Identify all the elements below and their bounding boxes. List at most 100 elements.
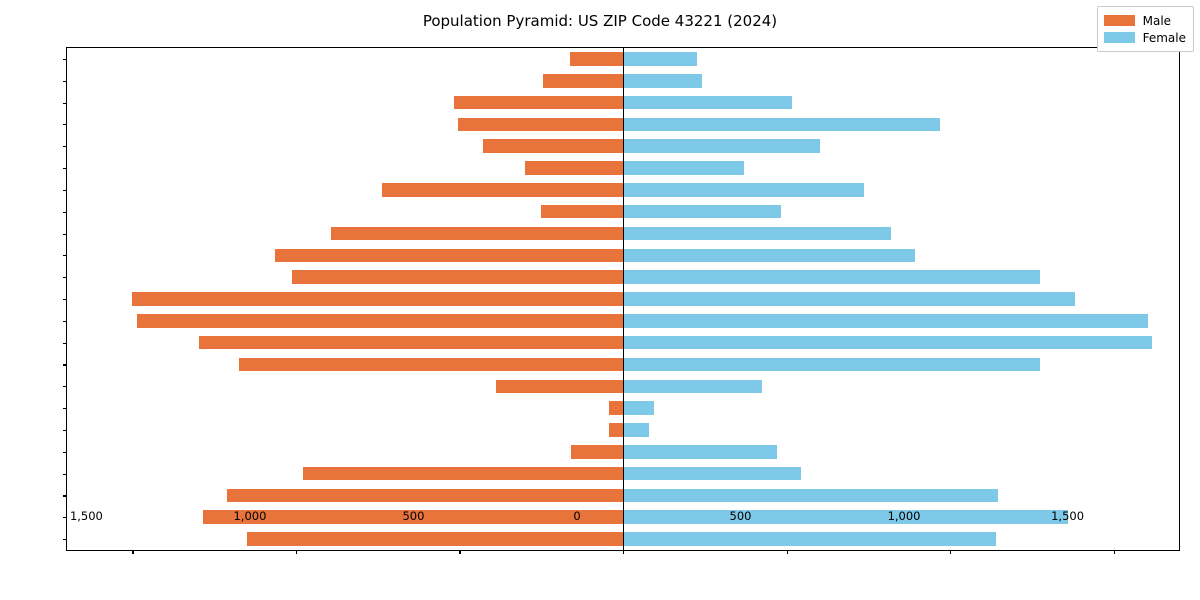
bar-row: [67, 488, 1179, 503]
bar-row: [67, 204, 1179, 219]
legend-item-male[interactable]: Male: [1103, 12, 1186, 29]
bar-row: [67, 95, 1179, 110]
bar-male-65-66: [524, 161, 623, 175]
bar-female-20: [623, 423, 650, 437]
bar-male-21: [608, 401, 623, 415]
bar-female-30-34: [623, 335, 1152, 350]
bar-male-30-34: [199, 335, 623, 350]
y-tick-mark: [63, 189, 67, 191]
bar-row: [67, 270, 1179, 284]
bar-row: [67, 445, 1179, 459]
bar-male-5-9: [203, 510, 623, 525]
y-tick-mark: [63, 255, 67, 257]
bar-female-15-17: [623, 466, 802, 481]
x-tick-label: 1,500: [69, 509, 103, 523]
bar-female-45-49: [623, 270, 1040, 284]
chart-legend: Male Female: [1096, 6, 1194, 52]
x-tick-mark: [459, 550, 461, 554]
bar-male-75-79: [453, 95, 623, 110]
y-tick-mark: [63, 58, 67, 60]
x-tick-mark: [295, 550, 298, 554]
y-tick-mark: [63, 517, 67, 519]
bar-female-21: [623, 401, 655, 415]
bar-row: [67, 117, 1179, 132]
bar-female-60-61: [623, 204, 782, 219]
bar-male-50-54: [275, 248, 623, 263]
bar-male-25-29: [239, 357, 623, 372]
y-tick-mark: [63, 539, 67, 541]
y-tick-mark: [63, 102, 67, 104]
y-tick-mark: [63, 386, 67, 388]
bar-row: [67, 52, 1179, 66]
bar-row: [67, 292, 1179, 306]
x-tick-label: 1,000: [887, 509, 921, 523]
bar-female-62-64: [623, 183, 865, 197]
bar-female-25-29: [623, 357, 1040, 372]
x-tick-label: 500: [402, 509, 425, 523]
y-tick-mark: [63, 233, 67, 235]
bar-male-under-5: [247, 532, 623, 546]
y-tick-mark: [63, 451, 67, 453]
bar-female-40-44: [623, 292, 1075, 306]
bar-male-45-49: [292, 270, 623, 284]
chart-title: Population Pyramid: US ZIP Code 43221 (2…: [422, 12, 778, 30]
bar-female-80-84: [623, 73, 703, 88]
legend-swatch-male: [1103, 15, 1135, 26]
bar-row: [67, 379, 1179, 394]
y-tick-mark: [63, 342, 67, 344]
bar-male-60-61: [540, 204, 623, 219]
y-tick-mark: [63, 364, 67, 366]
bar-female-70-74: [623, 117, 940, 132]
bar-male-18-19: [570, 445, 623, 459]
bar-row: [67, 139, 1179, 153]
bar-male-40-44: [132, 292, 623, 306]
bar-female-35-39: [623, 314, 1148, 328]
bar-male-15-17: [303, 466, 623, 481]
x-tick-mark: [623, 550, 625, 554]
y-tick-mark: [63, 473, 67, 475]
x-tick-mark: [950, 550, 952, 554]
bar-female-75-79: [623, 95, 793, 110]
bar-male-80-84: [542, 73, 623, 88]
bar-male-35-39: [136, 314, 623, 328]
legend-swatch-female: [1103, 32, 1135, 43]
y-tick-mark: [63, 429, 67, 432]
bar-male-22-24: [495, 379, 623, 394]
bar-row: [67, 510, 1179, 525]
y-tick-mark: [63, 146, 67, 148]
y-tick-mark: [63, 408, 67, 410]
bar-female-10-14: [623, 488, 998, 503]
bar-male-20: [608, 423, 623, 437]
x-tick-label: 500: [729, 509, 752, 523]
plot-area: [63, 47, 1180, 554]
bar-male-85+: [570, 52, 623, 66]
bar-row: [67, 226, 1179, 241]
bar-row: [67, 248, 1179, 263]
bar-row: [67, 183, 1179, 197]
bar-row: [67, 73, 1179, 88]
zero-axis-line: [623, 48, 625, 550]
y-tick-mark: [63, 320, 67, 322]
y-tick-mark: [63, 80, 67, 82]
x-tick-mark: [1113, 550, 1115, 554]
bar-row: [67, 401, 1179, 415]
bar-row: [67, 314, 1179, 328]
x-tick-label: 0: [573, 509, 581, 523]
bar-female-50-54: [623, 248, 916, 263]
x-tick-label: 1,000: [233, 509, 267, 523]
x-tick-mark: [786, 550, 788, 554]
y-tick-mark: [63, 168, 67, 170]
y-tick-mark: [63, 299, 67, 301]
legend-item-female[interactable]: Female: [1103, 29, 1186, 46]
x-tick-mark: [132, 550, 134, 554]
bar-female-5-9: [623, 510, 1068, 525]
bar-male-67-69: [482, 139, 623, 153]
bars-layer: [67, 48, 1179, 550]
y-tick-mark: [63, 211, 67, 213]
bar-male-55-59: [330, 226, 623, 241]
bar-female-85+: [623, 52, 698, 66]
bar-female-65-66: [623, 161, 745, 175]
x-tick-label: 1,500: [1051, 509, 1085, 523]
bar-male-62-64: [381, 183, 623, 197]
bar-row: [67, 335, 1179, 350]
